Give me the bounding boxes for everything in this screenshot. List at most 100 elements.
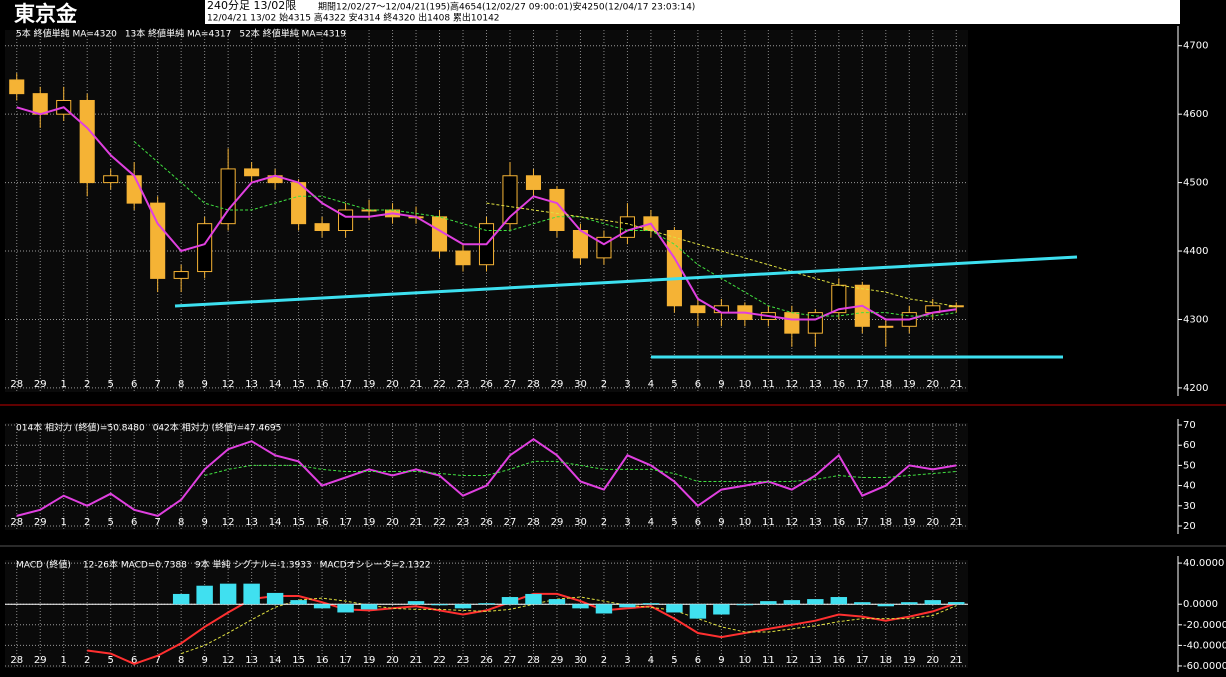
y-tick-label: 0.0000 [1183,599,1218,610]
x-tick-label: 26 [480,379,493,390]
candle-body [314,223,330,232]
x-tick-label: 6 [695,379,701,390]
x-tick-label: 6 [695,517,701,528]
x-tick-label: 9 [201,517,207,528]
period: 期間12/02/27～12/04/21(195)高4654(12/02/27 0… [318,1,695,13]
x-tick-label: 23 [457,517,470,528]
x-tick-label: 3 [624,379,630,390]
x-tick-label: 29 [34,517,47,528]
candle-body [502,175,518,225]
candle-body [525,175,542,190]
x-tick-label: 12 [222,655,235,666]
histogram-bar [219,583,237,605]
x-tick-label: 17 [856,517,869,528]
x-tick-label: 8 [178,655,184,666]
trend-line [174,255,1078,308]
x-tick-label: 9 [201,379,207,390]
histogram-bar [525,593,542,605]
x-tick-label: 11 [762,655,775,666]
x-tick-label: 4 [648,655,654,666]
x-tick-label: 12 [222,379,235,390]
x-tick-label: 13 [809,655,822,666]
legend-entry: MACDオシレータ=2.1322 [320,560,431,571]
y-tick-label: 60 [1183,440,1196,451]
last-bar: 12/04/21 13/02 始4315 高4322 安4314 終4320 出… [207,12,500,24]
x-tick-label: 21 [950,379,963,390]
histogram-bar [854,602,871,605]
y-tick-label: 30 [1183,501,1196,512]
x-tick-label: 8 [178,517,184,528]
x-tick-label: 19 [363,655,376,666]
x-tick-label: 12 [785,517,798,528]
x-tick-label: 21 [950,517,963,528]
x-tick-label: 16 [316,379,329,390]
histogram-bar [689,604,707,619]
x-tick-label: 29 [34,379,47,390]
histogram-bar [431,604,448,606]
candle-body [79,99,95,184]
x-tick-label: 28 [10,517,23,528]
y-tick-label: 4300 [1183,314,1208,325]
x-tick-label: 4 [648,517,654,528]
x-tick-label: 20 [926,517,939,528]
histogram-bar [196,585,213,605]
candle-body [150,202,166,279]
symbol: 東京金 [14,2,78,26]
x-tick-label: 21 [410,655,423,666]
x-tick-label: 5 [108,517,114,528]
x-tick-label: 16 [316,655,329,666]
legend-entry: 042本 相対力 (終値)=47.4695 [153,422,282,434]
y-tick-label: 40.0000 [1183,558,1224,569]
panel-title: MACD (終値) [16,559,71,571]
candle-body [32,93,48,115]
x-tick-label: 16 [832,379,845,390]
x-tick-label: 9 [718,517,724,528]
histogram-bar [572,604,589,609]
candle-body [173,271,189,279]
x-tick-label: 1 [61,379,67,390]
y-tick-label: 4200 [1183,383,1208,394]
x-tick-label: 23 [457,379,470,390]
candle-body [291,182,307,225]
x-tick-label: 20 [926,379,939,390]
y-tick-label: 4600 [1183,109,1208,120]
x-tick-label: 19 [903,379,916,390]
x-tick-label: 7 [154,655,160,666]
x-tick-label: 28 [10,655,23,666]
x-tick-label: 17 [856,655,869,666]
x-tick-label: 21 [410,517,423,528]
x-tick-label: 9 [718,379,724,390]
x-tick-label: 13 [245,379,258,390]
x-tick-label: 11 [762,517,775,528]
histogram-bar [877,604,895,607]
x-tick-label: 27 [504,655,517,666]
x-tick-label: 28 [10,379,23,390]
histogram-bar [760,601,777,605]
x-tick-label: 12 [222,517,235,528]
x-tick-label: 21 [950,655,963,666]
x-tick-label: 17 [339,655,352,666]
y-tick-label: 4700 [1183,41,1208,52]
x-tick-label: 7 [154,517,160,528]
x-tick-label: 30 [574,655,587,666]
histogram-bar [948,602,965,605]
x-tick-label: 17 [856,379,869,390]
plot-area [5,423,968,530]
y-tick-label: 40 [1183,481,1196,492]
histogram-bar [713,604,730,615]
candle-body [126,175,142,204]
series-line [16,437,957,517]
x-tick-label: 19 [903,517,916,528]
series-line [87,592,957,665]
x-tick-label: 20 [386,655,399,666]
candle-body [690,305,706,314]
x-tick-label: 26 [480,655,493,666]
x-tick-label: 27 [504,379,517,390]
x-tick-label: 4 [648,379,654,390]
header-box [205,0,1180,24]
x-tick-label: 5 [671,517,677,528]
x-tick-label: 17 [339,379,352,390]
x-tick-label: 10 [738,379,751,390]
x-tick-label: 13 [245,517,258,528]
